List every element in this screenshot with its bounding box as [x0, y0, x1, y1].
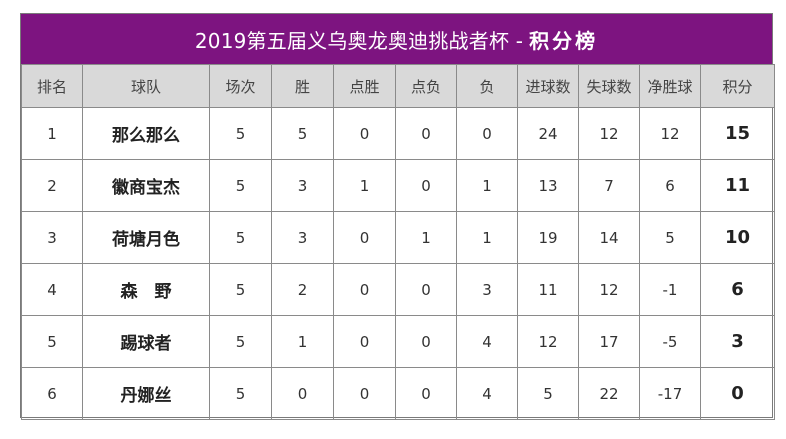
- team-cell: 森 野: [82, 263, 210, 316]
- goal-diff-cell: -5: [639, 315, 701, 368]
- win-cell: 5: [271, 107, 334, 160]
- penalty-loss-cell: 0: [395, 263, 457, 316]
- team-cell: 丹娜丝: [82, 367, 210, 420]
- penalty-win-cell: 0: [333, 263, 396, 316]
- col-header-penalty-loss: 点负: [395, 64, 457, 108]
- loss-cell: 3: [456, 263, 518, 316]
- table-row: 5 踢球者 5 1 0 0 4 12 17 -5 3: [21, 315, 775, 368]
- played-cell: 5: [209, 107, 272, 160]
- col-header-win: 胜: [271, 64, 334, 108]
- penalty-loss-cell: 0: [395, 159, 457, 212]
- loss-cell: 4: [456, 315, 518, 368]
- rank-cell: 4: [21, 263, 83, 316]
- goal-diff-cell: 12: [639, 107, 701, 160]
- title-bar: 2019第五届义乌奥龙奥迪挑战者杯 - 积分榜: [21, 14, 772, 64]
- col-header-rank: 排名: [21, 64, 83, 108]
- penalty-win-cell: 0: [333, 315, 396, 368]
- points-cell: 3: [700, 315, 775, 368]
- penalty-win-cell: 0: [333, 107, 396, 160]
- goals-against-cell: 14: [578, 211, 640, 264]
- loss-cell: 4: [456, 367, 518, 420]
- points-cell: 10: [700, 211, 775, 264]
- goals-against-cell: 22: [578, 367, 640, 420]
- played-cell: 5: [209, 159, 272, 212]
- rank-cell: 6: [21, 367, 83, 420]
- loss-cell: 1: [456, 211, 518, 264]
- win-cell: 1: [271, 315, 334, 368]
- goal-diff-cell: -17: [639, 367, 701, 420]
- col-header-penalty-win: 点胜: [333, 64, 396, 108]
- win-cell: 0: [271, 367, 334, 420]
- rank-cell: 5: [21, 315, 83, 368]
- win-cell: 3: [271, 159, 334, 212]
- page-title-suffix: 积分榜: [529, 28, 599, 53]
- col-header-goals-against: 失球数: [578, 64, 640, 108]
- played-cell: 5: [209, 315, 272, 368]
- table-row: 3 荷塘月色 5 3 0 1 1 19 14 5 10: [21, 211, 775, 264]
- played-cell: 5: [209, 263, 272, 316]
- win-cell: 3: [271, 211, 334, 264]
- points-cell: 6: [700, 263, 775, 316]
- played-cell: 5: [209, 211, 272, 264]
- points-cell: 0: [700, 367, 775, 420]
- team-cell: 荷塘月色: [82, 211, 210, 264]
- team-cell: 徽商宝杰: [82, 159, 210, 212]
- col-header-goal-diff: 净胜球: [639, 64, 701, 108]
- loss-cell: 0: [456, 107, 518, 160]
- points-cell: 11: [700, 159, 775, 212]
- standings-board: 2019第五届义乌奥龙奥迪挑战者杯 - 积分榜 排名 球队 场次 胜 点胜 点负…: [20, 13, 775, 420]
- team-cell: 那么那么: [82, 107, 210, 160]
- page-title: 2019第五届义乌奥龙奥迪挑战者杯 -: [194, 28, 524, 53]
- goal-diff-cell: 5: [639, 211, 701, 264]
- goal-diff-cell: -1: [639, 263, 701, 316]
- goals-for-cell: 13: [517, 159, 579, 212]
- penalty-win-cell: 0: [333, 367, 396, 420]
- goals-for-cell: 24: [517, 107, 579, 160]
- col-header-team: 球队: [82, 64, 210, 108]
- penalty-loss-cell: 0: [395, 107, 457, 160]
- goals-for-cell: 5: [517, 367, 579, 420]
- standings-table: 排名 球队 场次 胜 点胜 点负 负 进球数 失球数 净胜球 积分 1 那么那么…: [21, 64, 775, 420]
- table-row: 6 丹娜丝 5 0 0 0 4 5 22 -17 0: [21, 367, 775, 420]
- col-header-points: 积分: [700, 64, 775, 108]
- col-header-loss: 负: [456, 64, 518, 108]
- table-row: 4 森 野 5 2 0 0 3 11 12 -1 6: [21, 263, 775, 316]
- goals-against-cell: 17: [578, 315, 640, 368]
- penalty-loss-cell: 0: [395, 315, 457, 368]
- goals-for-cell: 12: [517, 315, 579, 368]
- goals-against-cell: 12: [578, 107, 640, 160]
- win-cell: 2: [271, 263, 334, 316]
- goals-against-cell: 7: [578, 159, 640, 212]
- penalty-loss-cell: 1: [395, 211, 457, 264]
- penalty-win-cell: 0: [333, 211, 396, 264]
- table-row: 2 徽商宝杰 5 3 1 0 1 13 7 6 11: [21, 159, 775, 212]
- team-cell: 踢球者: [82, 315, 210, 368]
- rank-cell: 3: [21, 211, 83, 264]
- points-cell: 15: [700, 107, 775, 160]
- penalty-loss-cell: 0: [395, 367, 457, 420]
- goals-against-cell: 12: [578, 263, 640, 316]
- goals-for-cell: 19: [517, 211, 579, 264]
- col-header-goals-for: 进球数: [517, 64, 579, 108]
- header-row: 排名 球队 场次 胜 点胜 点负 负 进球数 失球数 净胜球 积分: [21, 64, 775, 108]
- penalty-win-cell: 1: [333, 159, 396, 212]
- rank-cell: 2: [21, 159, 83, 212]
- goals-for-cell: 11: [517, 263, 579, 316]
- played-cell: 5: [209, 367, 272, 420]
- rank-cell: 1: [21, 107, 83, 160]
- goal-diff-cell: 6: [639, 159, 701, 212]
- col-header-played: 场次: [209, 64, 272, 108]
- loss-cell: 1: [456, 159, 518, 212]
- table-row: 1 那么那么 5 5 0 0 0 24 12 12 15: [21, 107, 775, 160]
